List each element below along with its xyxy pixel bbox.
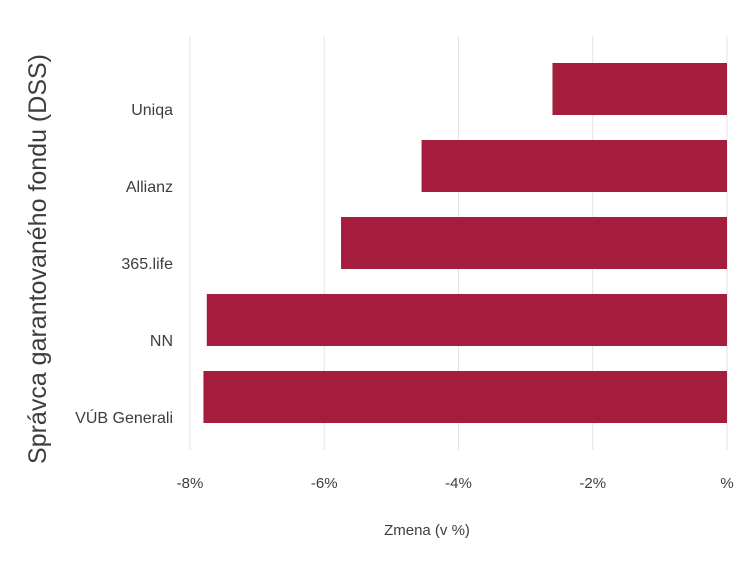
bar bbox=[206, 294, 727, 346]
x-tick-labels: -8% -6% -4% -2%% bbox=[177, 475, 734, 492]
bar bbox=[421, 140, 727, 192]
category-label: VÚB Generali bbox=[75, 408, 173, 427]
category-label: Uniqa bbox=[131, 102, 173, 119]
category-label: 365.life bbox=[121, 256, 173, 273]
x-tick-label: -6% bbox=[311, 475, 338, 492]
bar bbox=[341, 217, 727, 269]
category-labels: Uniqa Allianz 365.life NN VÚB Generali bbox=[75, 102, 173, 427]
category-label: NN bbox=[150, 333, 173, 350]
x-tick-label: -4% bbox=[445, 475, 472, 492]
bars bbox=[203, 63, 728, 423]
category-label: Allianz bbox=[126, 179, 173, 196]
x-tick-label: -2% bbox=[579, 475, 606, 492]
y-axis-title: Správca garantovaného fondu (DSS) bbox=[24, 54, 52, 464]
bar bbox=[552, 63, 727, 115]
x-tick-label: -8% bbox=[177, 475, 204, 492]
x-tick-label: % bbox=[720, 475, 733, 492]
x-axis-title: Zmena (v %) bbox=[384, 522, 470, 539]
bar bbox=[203, 371, 728, 423]
